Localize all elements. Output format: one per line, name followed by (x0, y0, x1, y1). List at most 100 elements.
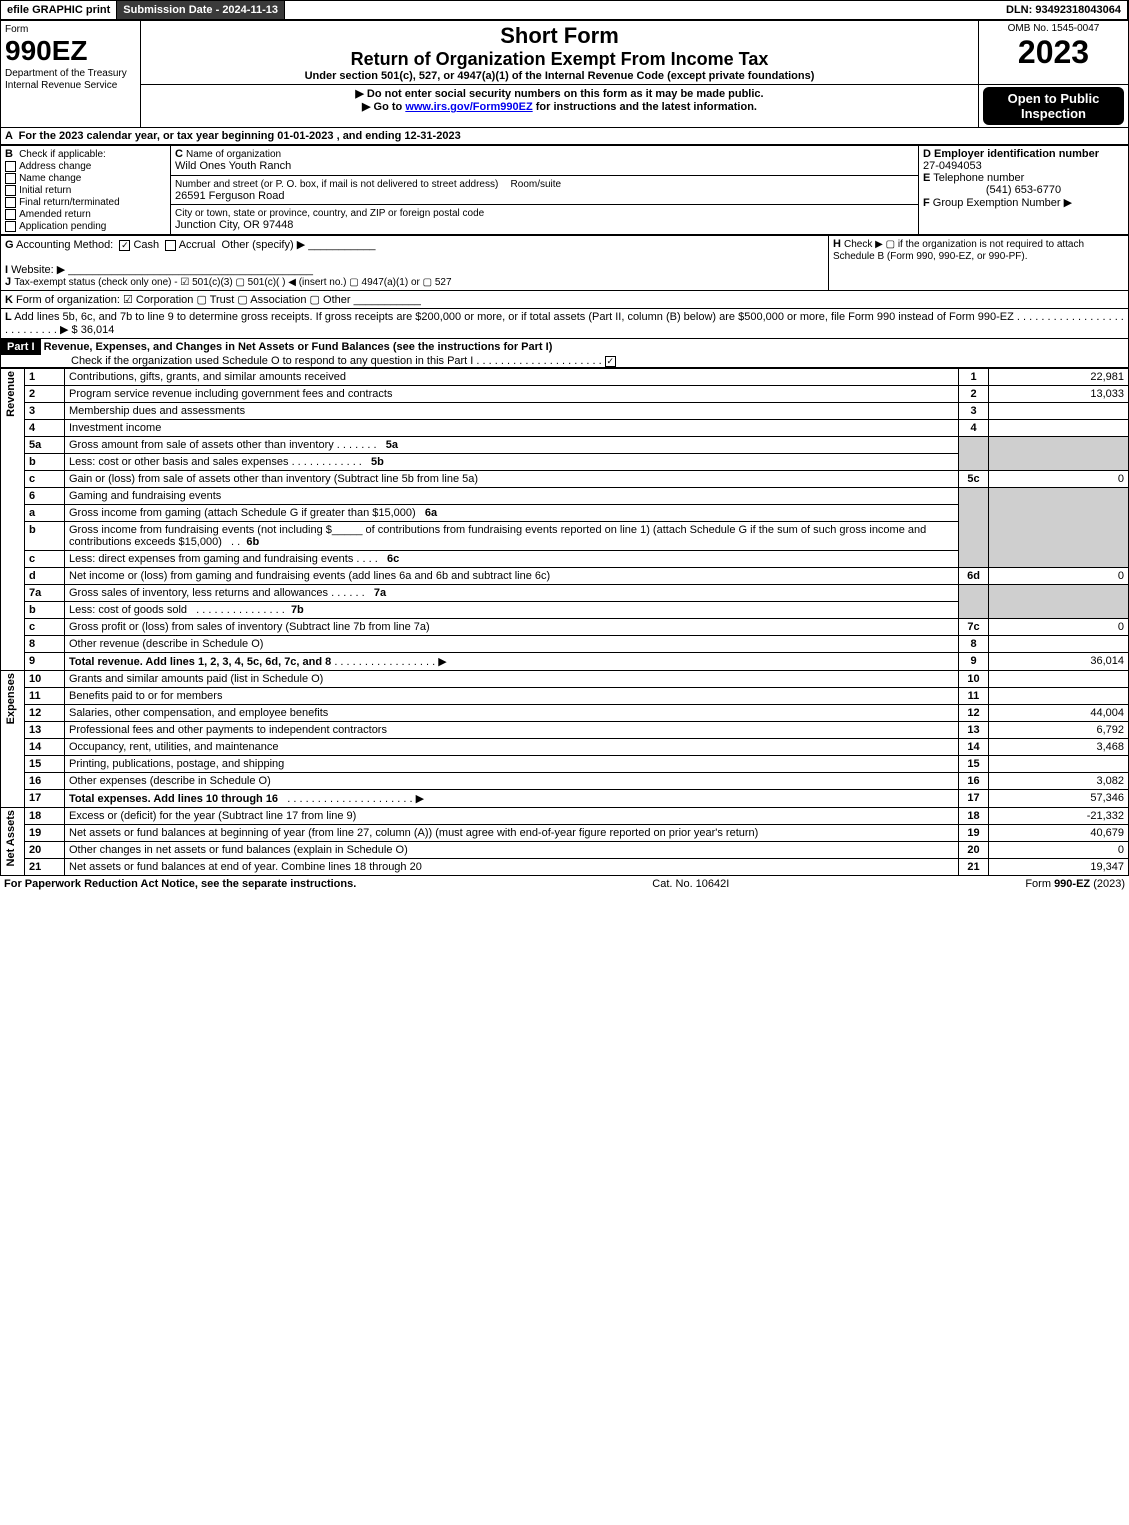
sub3-post: for instructions and the latest informat… (536, 101, 757, 113)
L-val: 36,014 (81, 324, 115, 336)
line6c-txt: Less: direct expenses from gaming and fu… (69, 553, 353, 565)
H-text: Check ▶ ▢ if the organization is not req… (833, 239, 1084, 262)
section-revenue: Revenue (5, 371, 17, 417)
partI-label: Part I (1, 339, 41, 355)
accrual-checkbox[interactable] (165, 240, 176, 251)
opt-addr-change: Address change (19, 161, 91, 172)
line4-val (989, 420, 1129, 437)
line6d-txt: Net income or (loss) from gaming and fun… (65, 568, 959, 585)
I-label: Website: ▶ (11, 264, 65, 276)
ein: 27-0494053 (923, 160, 982, 172)
name-change-checkbox[interactable] (5, 173, 16, 184)
line9-val: 36,014 (989, 653, 1129, 671)
line18-val: -21,332 (989, 808, 1129, 825)
line16-val: 3,082 (989, 773, 1129, 790)
top-bar: efile GRAPHIC print Submission Date - 20… (0, 0, 1129, 20)
line6a-txt: Gross income from gaming (attach Schedul… (69, 507, 416, 519)
C-city-label: City or town, state or province, country… (175, 208, 484, 219)
footer: For Paperwork Reduction Act Notice, see … (0, 876, 1129, 892)
form-word: Form (5, 24, 28, 35)
amended-checkbox[interactable] (5, 209, 16, 220)
phone: (541) 653-6770 (923, 184, 1124, 196)
line7b-txt: Less: cost of goods sold (69, 604, 187, 616)
line5c-val: 0 (989, 471, 1129, 488)
dln: DLN: 93492318043064 (1000, 1, 1128, 19)
sub1: Under section 501(c), 527, or 4947(a)(1)… (145, 70, 974, 82)
entity-block: B Check if applicable: Address change Na… (0, 145, 1129, 235)
L-arrow: ▶ $ (60, 324, 78, 336)
dept: Department of the Treasury (5, 68, 127, 79)
J-text: Tax-exempt status (check only one) - ☑ 5… (14, 277, 451, 288)
tax-year: 2023 (983, 34, 1124, 71)
line11-txt: Benefits paid to or for members (65, 688, 959, 705)
line14-txt: Occupancy, rent, utilities, and maintena… (65, 739, 959, 756)
room-label: Room/suite (511, 179, 562, 190)
line18-txt: Excess or (deficit) for the year (Subtra… (65, 808, 959, 825)
partI-sub: Check if the organization used Schedule … (1, 355, 473, 367)
E-label: Telephone number (933, 172, 1024, 184)
line7c-txt: Gross profit or (loss) from sales of inv… (65, 619, 959, 636)
initial-return-checkbox[interactable] (5, 185, 16, 196)
footer-right-post: (2023) (1090, 878, 1125, 890)
line8-val (989, 636, 1129, 653)
final-return-checkbox[interactable] (5, 197, 16, 208)
K-text: Form of organization: ☑ Corporation ▢ Tr… (16, 294, 351, 306)
title-short-form: Short Form (145, 23, 974, 49)
section-expenses: Expenses (5, 673, 17, 724)
efile-print[interactable]: efile GRAPHIC print (1, 1, 117, 19)
section-A: A For the 2023 calendar year, or tax yea… (0, 128, 1129, 145)
submission-date: Submission Date - 2024-11-13 (117, 1, 285, 19)
line11-val (989, 688, 1129, 705)
D-label: Employer identification number (934, 148, 1099, 160)
line13-val: 6,792 (989, 722, 1129, 739)
line1-val: 22,981 (989, 369, 1129, 386)
app-pending-checkbox[interactable] (5, 221, 16, 232)
line6-txt: Gaming and fundraising events (65, 488, 959, 505)
line5a-txt: Gross amount from sale of assets other t… (69, 439, 334, 451)
G-label: Accounting Method: (16, 239, 113, 251)
line4-txt: Investment income (65, 420, 959, 437)
sub3-pre: ▶ Go to (362, 101, 405, 113)
line7a-txt: Gross sales of inventory, less returns a… (69, 587, 328, 599)
line15-val (989, 756, 1129, 773)
line1-txt: Contributions, gifts, grants, and simila… (65, 369, 959, 386)
footer-left: For Paperwork Reduction Act Notice, see … (4, 878, 356, 890)
line19-val: 40,679 (989, 825, 1129, 842)
partI-title: Revenue, Expenses, and Changes in Net As… (44, 341, 553, 353)
addr-change-checkbox[interactable] (5, 161, 16, 172)
opt-app-pending: Application pending (19, 221, 106, 232)
line10-val (989, 671, 1129, 688)
line9-txt: Total revenue. Add lines 1, 2, 3, 4, 5c,… (69, 656, 331, 668)
line5c-txt: Gain or (loss) from sale of assets other… (65, 471, 959, 488)
line19-txt: Net assets or fund balances at beginning… (65, 825, 959, 842)
line6b-pre: Gross income from fundraising events (no… (69, 524, 332, 536)
line2-val: 13,033 (989, 386, 1129, 403)
line10-txt: Grants and similar amounts paid (list in… (65, 671, 959, 688)
line17-txt: Total expenses. Add lines 10 through 16 (69, 793, 278, 805)
irs-link[interactable]: www.irs.gov/Form990EZ (405, 101, 532, 113)
line21-txt: Net assets or fund balances at end of ye… (65, 859, 959, 876)
cash-checkbox[interactable]: ✓ (119, 240, 130, 251)
form-number: 990EZ (5, 35, 88, 66)
opt-final: Final return/terminated (19, 197, 120, 208)
G-accrual: Accrual (179, 239, 216, 251)
G-cash: Cash (133, 239, 159, 251)
title-return: Return of Organization Exempt From Incom… (145, 49, 974, 70)
sub3: ▶ Go to www.irs.gov/Form990EZ for instru… (145, 100, 974, 113)
irs: Internal Revenue Service (5, 80, 117, 91)
line7c-val: 0 (989, 619, 1129, 636)
lines-table: Revenue 1 Contributions, gifts, grants, … (0, 368, 1129, 876)
F-label: Group Exemption Number ▶ (933, 197, 1072, 209)
line3-val (989, 403, 1129, 420)
opt-amended: Amended return (19, 209, 91, 220)
public-inspection-badge: Open to Public Inspection (983, 87, 1124, 125)
line12-val: 44,004 (989, 705, 1129, 722)
opt-initial: Initial return (19, 185, 71, 196)
footer-right-pre: Form (1025, 878, 1054, 890)
opt-name-change: Name change (19, 173, 81, 184)
footer-right-bold: 990-EZ (1054, 878, 1090, 890)
line2-txt: Program service revenue including govern… (65, 386, 959, 403)
footer-right: Form 990-EZ (2023) (1025, 878, 1125, 890)
line21-val: 19,347 (989, 859, 1129, 876)
schedO-checkbox[interactable]: ✓ (605, 356, 616, 367)
